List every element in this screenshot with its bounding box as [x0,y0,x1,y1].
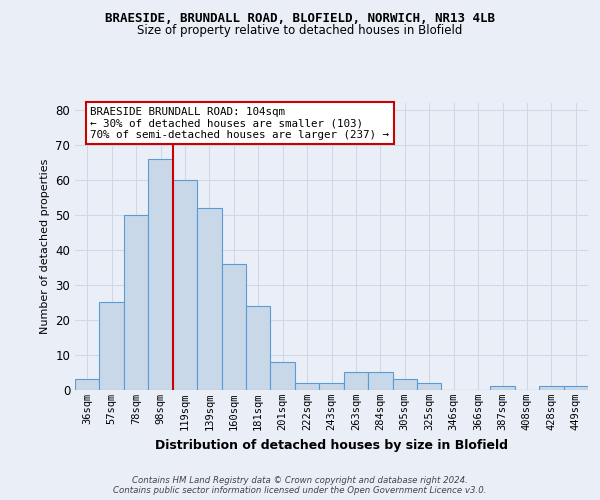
Bar [221,264,246,390]
Text: BRAESIDE, BRUNDALL ROAD, BLOFIELD, NORWICH, NR13 4LB: BRAESIDE, BRUNDALL ROAD, BLOFIELD, NORWI… [105,12,495,26]
X-axis label: Distribution of detached houses by size in Blofield: Distribution of detached houses by size … [155,438,508,452]
Bar [344,372,368,390]
Y-axis label: Number of detached properties: Number of detached properties [40,158,50,334]
Bar [295,383,319,390]
Bar [490,386,515,390]
Bar [148,158,173,390]
Bar [539,386,563,390]
Bar [246,306,271,390]
Bar [319,383,344,390]
Text: Contains public sector information licensed under the Open Government Licence v3: Contains public sector information licen… [113,486,487,495]
Bar [563,386,588,390]
Bar [100,302,124,390]
Bar [417,383,442,390]
Bar [368,372,392,390]
Text: Contains HM Land Registry data © Crown copyright and database right 2024.: Contains HM Land Registry data © Crown c… [132,476,468,485]
Bar [75,380,100,390]
Bar [197,208,221,390]
Text: BRAESIDE BRUNDALL ROAD: 104sqm
← 30% of detached houses are smaller (103)
70% of: BRAESIDE BRUNDALL ROAD: 104sqm ← 30% of … [91,107,389,140]
Bar [124,214,148,390]
Bar [392,380,417,390]
Bar [271,362,295,390]
Bar [173,180,197,390]
Text: Size of property relative to detached houses in Blofield: Size of property relative to detached ho… [137,24,463,37]
